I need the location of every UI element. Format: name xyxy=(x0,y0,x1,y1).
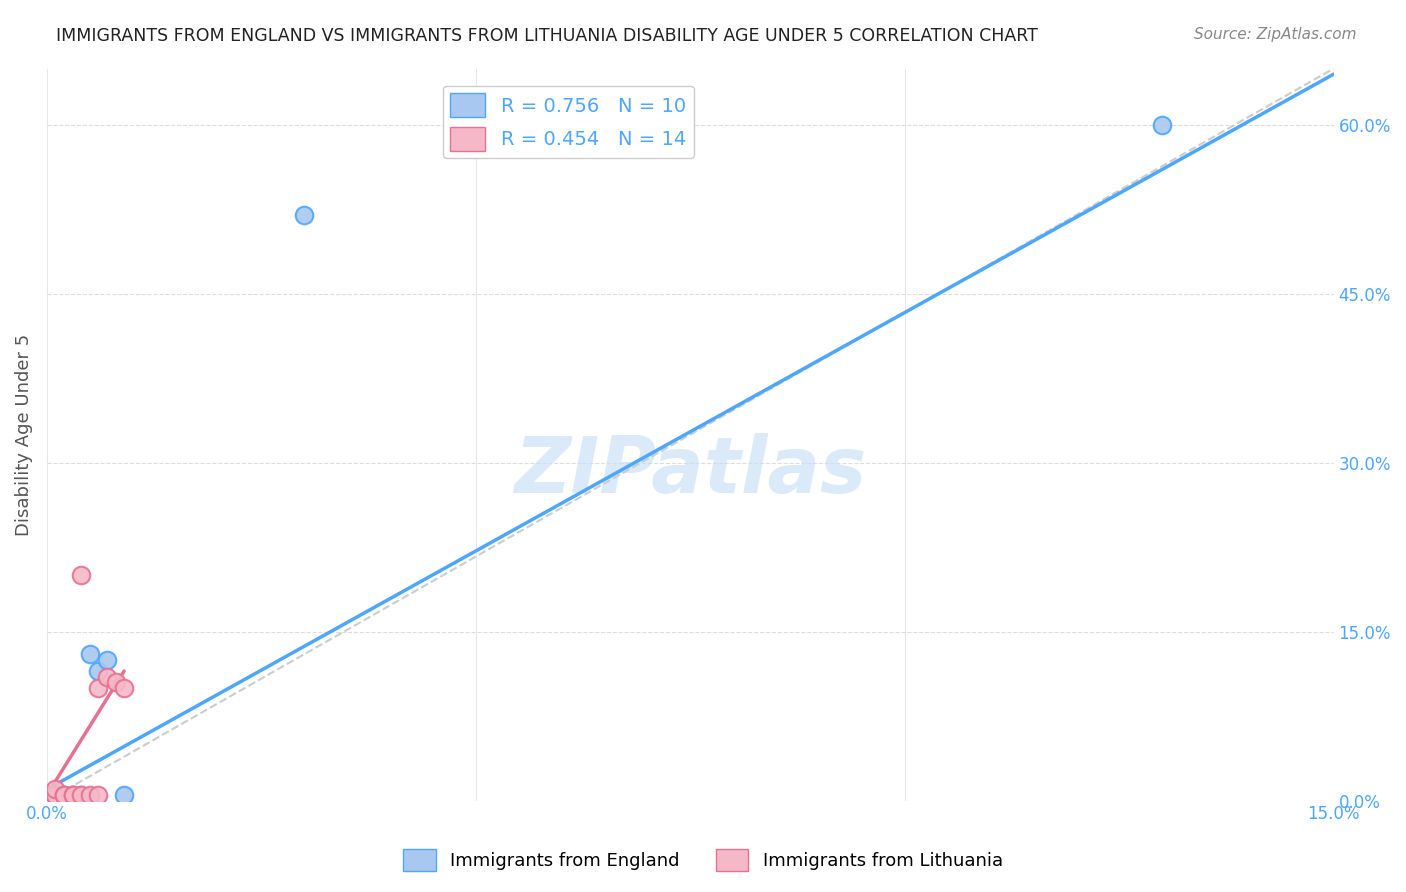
Point xyxy=(112,788,135,802)
Text: ZIPatlas: ZIPatlas xyxy=(515,434,866,509)
Text: IMMIGRANTS FROM ENGLAND VS IMMIGRANTS FROM LITHUANIA DISABILITY AGE UNDER 5 CORR: IMMIGRANTS FROM ENGLAND VS IMMIGRANTS FR… xyxy=(56,27,1038,45)
Point xyxy=(62,788,84,802)
Legend: R = 0.756   N = 10, R = 0.454   N = 14: R = 0.756 N = 10, R = 0.454 N = 14 xyxy=(443,86,695,158)
Point xyxy=(87,788,110,802)
Point xyxy=(44,788,66,802)
Point xyxy=(44,788,66,802)
Point xyxy=(96,653,118,667)
Text: Source: ZipAtlas.com: Source: ZipAtlas.com xyxy=(1194,27,1357,42)
Point xyxy=(62,788,84,802)
Point xyxy=(292,208,315,222)
Point xyxy=(87,664,110,678)
Point xyxy=(104,675,127,690)
Y-axis label: Disability Age Under 5: Disability Age Under 5 xyxy=(15,334,32,536)
Point xyxy=(96,670,118,684)
Point xyxy=(70,788,93,802)
Point xyxy=(1152,118,1174,132)
Point xyxy=(79,647,101,661)
Point xyxy=(53,788,76,802)
Point xyxy=(87,681,110,695)
Point xyxy=(70,788,93,802)
Point xyxy=(44,782,66,797)
Point xyxy=(70,568,93,582)
Point xyxy=(53,788,76,802)
Point xyxy=(62,788,84,802)
Point xyxy=(112,681,135,695)
Point xyxy=(79,788,101,802)
Point xyxy=(53,788,76,802)
Legend: Immigrants from England, Immigrants from Lithuania: Immigrants from England, Immigrants from… xyxy=(396,842,1010,879)
